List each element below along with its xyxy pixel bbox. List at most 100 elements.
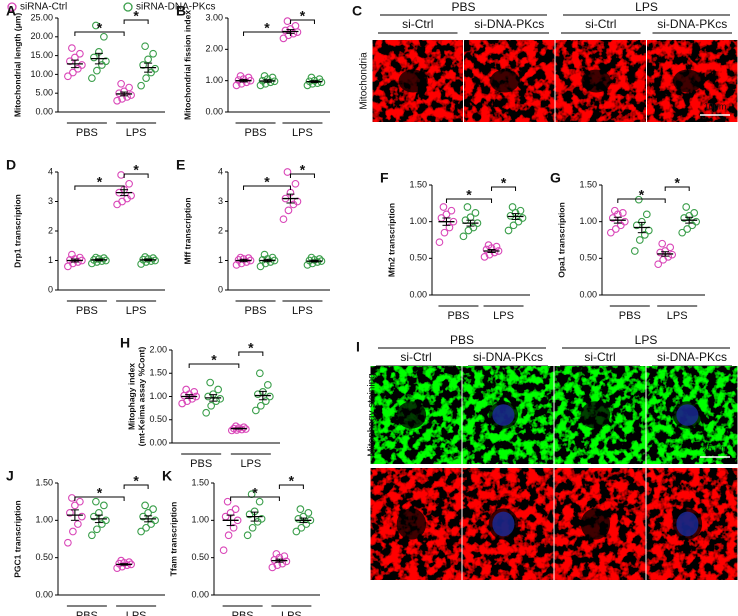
- x-tick-label: PBS: [76, 305, 98, 317]
- significance-star: *: [211, 352, 217, 368]
- data-point: [216, 394, 225, 403]
- data-point: [297, 523, 306, 532]
- data-point: [294, 514, 303, 523]
- x-tick-label: LPS: [126, 305, 147, 317]
- y-tick-label: 0.00: [409, 289, 427, 299]
- data-point: [232, 81, 241, 90]
- data-point: [88, 74, 96, 83]
- data-point: [484, 241, 493, 249]
- panel-letter: C: [352, 3, 362, 19]
- data-point: [302, 520, 311, 528]
- y-tick-label: 0.00: [35, 106, 53, 116]
- y-tick-label: 1: [218, 255, 223, 265]
- data-point: [256, 401, 265, 410]
- x-tick-label: PBS: [76, 610, 98, 616]
- data-point: [610, 206, 619, 215]
- data-point: [182, 385, 191, 394]
- data-point: [125, 558, 133, 566]
- data-point: [283, 17, 292, 25]
- data-point: [92, 21, 100, 30]
- data-point: [137, 527, 145, 536]
- significance-bracket: [123, 484, 149, 489]
- data-point: [137, 260, 145, 268]
- y-axis-label: Mfn2 transcription: [386, 203, 396, 277]
- data-point: [144, 55, 152, 64]
- x-tick-label: LPS: [292, 305, 313, 317]
- y-tick-label: 0.50: [409, 253, 427, 263]
- data-point: [658, 239, 667, 248]
- significance-bracket: [278, 484, 304, 489]
- y-tick-label: 0.50: [579, 253, 597, 263]
- data-point: [68, 44, 76, 52]
- significance-star: *: [639, 187, 645, 203]
- y-axis-label: PGC1 transcription: [12, 500, 22, 577]
- data-point: [260, 250, 269, 259]
- data-point: [492, 242, 501, 251]
- significance-star: *: [289, 473, 295, 489]
- data-point: [272, 550, 281, 558]
- data-point: [69, 527, 77, 536]
- data-point: [142, 523, 150, 532]
- y-tick-label: 0.00: [205, 106, 223, 116]
- cell-shadow: [396, 508, 427, 540]
- legend-marker: [123, 2, 133, 12]
- data-point: [142, 74, 150, 83]
- significance-star: *: [133, 473, 139, 489]
- data-point: [447, 206, 456, 215]
- data-point: [504, 226, 513, 235]
- data-point: [125, 179, 133, 188]
- data-point: [463, 203, 472, 211]
- data-point: [630, 247, 639, 255]
- x-tick-label: LPS: [240, 458, 261, 470]
- column-label: si-Ctrl: [584, 350, 615, 364]
- data-point: [214, 385, 223, 394]
- x-tick-label: LPS: [292, 127, 313, 139]
- data-point: [100, 501, 108, 510]
- data-point: [635, 236, 644, 244]
- y-axis-label: Mitochondrial fission index: [182, 10, 192, 120]
- data-point: [100, 254, 108, 262]
- cell-shadow: [673, 69, 703, 93]
- significance-bracket: [243, 185, 291, 190]
- data-point: [207, 401, 216, 410]
- y-tick-label: 4: [218, 166, 223, 176]
- y-tick-label: 1.50: [579, 179, 597, 189]
- data-point: [206, 378, 215, 387]
- data-point: [680, 214, 689, 222]
- data-point: [178, 399, 187, 408]
- x-tick-label: LPS: [126, 610, 147, 616]
- data-point: [257, 514, 266, 523]
- y-tick-label: 3.00: [205, 12, 223, 22]
- significance-bracket: [74, 496, 125, 501]
- significance-bracket: [230, 496, 280, 501]
- data-point: [113, 96, 121, 105]
- x-tick-label: PBS: [232, 610, 254, 616]
- column-label: si-Ctrl: [402, 17, 433, 31]
- data-point: [509, 221, 518, 230]
- y-tick-label: 3: [218, 196, 223, 206]
- data-point: [508, 203, 517, 211]
- data-point: [149, 49, 157, 58]
- group-label: PBS: [450, 333, 474, 347]
- data-point: [291, 179, 300, 188]
- y-axis-label: Mff transcription: [182, 197, 192, 264]
- data-point: [692, 217, 701, 226]
- significance-bracket: [243, 31, 291, 36]
- significance-star: *: [466, 187, 472, 203]
- y-tick-label: 1: [48, 255, 53, 265]
- data-point: [469, 223, 478, 232]
- y-tick-label: 0.50: [191, 552, 209, 562]
- significance-star: *: [97, 485, 103, 501]
- data-point: [149, 505, 157, 513]
- data-point: [232, 261, 241, 269]
- row-label: Mitochondria: [359, 52, 370, 110]
- y-tick-label: 1.00: [191, 515, 209, 525]
- legend-marker: [7, 2, 17, 12]
- y-axis-label: Opa1 transcription: [556, 202, 566, 278]
- data-point: [642, 210, 651, 219]
- data-point: [315, 75, 324, 83]
- data-point: [98, 61, 106, 69]
- data-point: [256, 81, 265, 90]
- data-point: [98, 520, 106, 528]
